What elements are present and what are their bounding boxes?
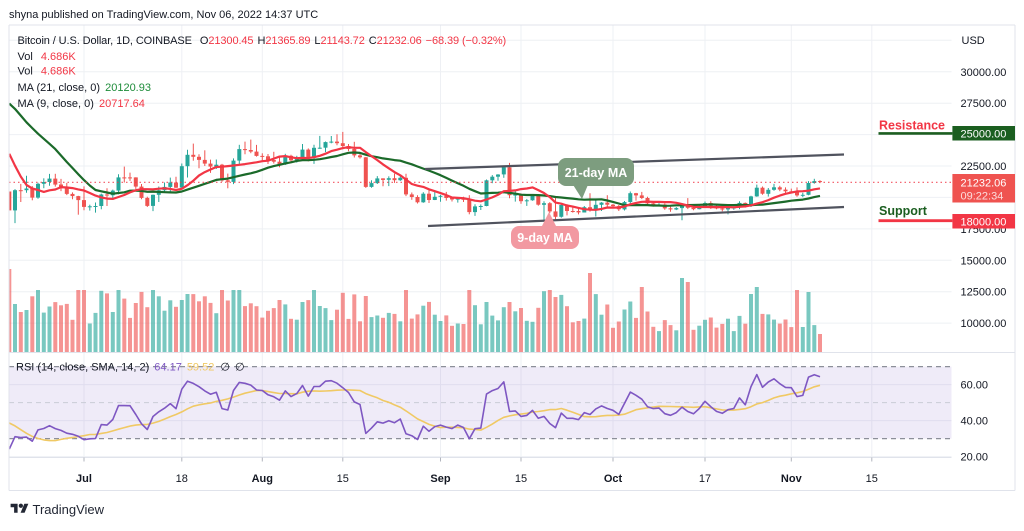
svg-text:shyna published on TradingView: shyna published on TradingView.com, Nov …: [9, 9, 318, 21]
svg-text:Support: Support: [879, 204, 928, 218]
svg-text:10000.00: 10000.00: [961, 318, 1007, 330]
svg-text:40.00: 40.00: [961, 416, 989, 428]
svg-text:27500.00: 27500.00: [961, 98, 1007, 110]
svg-text:Resistance: Resistance: [879, 119, 945, 133]
svg-text:20.00: 20.00: [961, 452, 989, 464]
svg-text:17: 17: [699, 473, 711, 485]
svg-text:Jul: Jul: [76, 473, 92, 485]
svg-text:22500.00: 22500.00: [961, 161, 1007, 173]
svg-text:Vol 4.686K: Vol 4.686K: [18, 66, 77, 78]
svg-text:18: 18: [176, 473, 188, 485]
svg-text:Aug: Aug: [252, 473, 273, 485]
svg-text:25000.00: 25000.00: [961, 128, 1007, 140]
svg-text:30000.00: 30000.00: [961, 67, 1007, 79]
svg-text:15: 15: [866, 473, 878, 485]
svg-text:15: 15: [515, 473, 527, 485]
svg-text:TradingView: TradingView: [33, 502, 105, 517]
svg-text:Sep: Sep: [430, 473, 450, 485]
svg-text:9-day MA: 9-day MA: [517, 231, 573, 245]
svg-text:21232.06: 21232.06: [961, 178, 1007, 190]
svg-text:12500.00: 12500.00: [961, 287, 1007, 299]
svg-text:Bitcoin / U.S. Dollar, 1D, COI: Bitcoin / U.S. Dollar, 1D, COINBASE O2130…: [18, 35, 507, 47]
svg-text:21-day MA: 21-day MA: [565, 166, 628, 180]
svg-text:60.00: 60.00: [961, 380, 989, 392]
svg-text:Oct: Oct: [604, 473, 623, 485]
svg-text:Vol 4.686K: Vol 4.686K: [18, 51, 77, 63]
svg-text:MA (9, close, 0) 20717.64: MA (9, close, 0) 20717.64: [18, 98, 145, 110]
svg-text:09:22:34: 09:22:34: [961, 191, 1004, 203]
svg-text:15000.00: 15000.00: [961, 255, 1007, 267]
svg-text:RSI (14, close, SMA, 14, 2)64.: RSI (14, close, SMA, 14, 2) 64.17 59.52 ∅ ∅: [16, 362, 245, 374]
svg-text:USD: USD: [962, 35, 985, 47]
svg-text:MA (21, close, 0) 20120.93: MA (21, close, 0) 20120.93: [18, 82, 151, 94]
svg-text:18000.00: 18000.00: [961, 216, 1007, 228]
svg-text:Nov: Nov: [781, 473, 803, 485]
svg-text:15: 15: [337, 473, 349, 485]
